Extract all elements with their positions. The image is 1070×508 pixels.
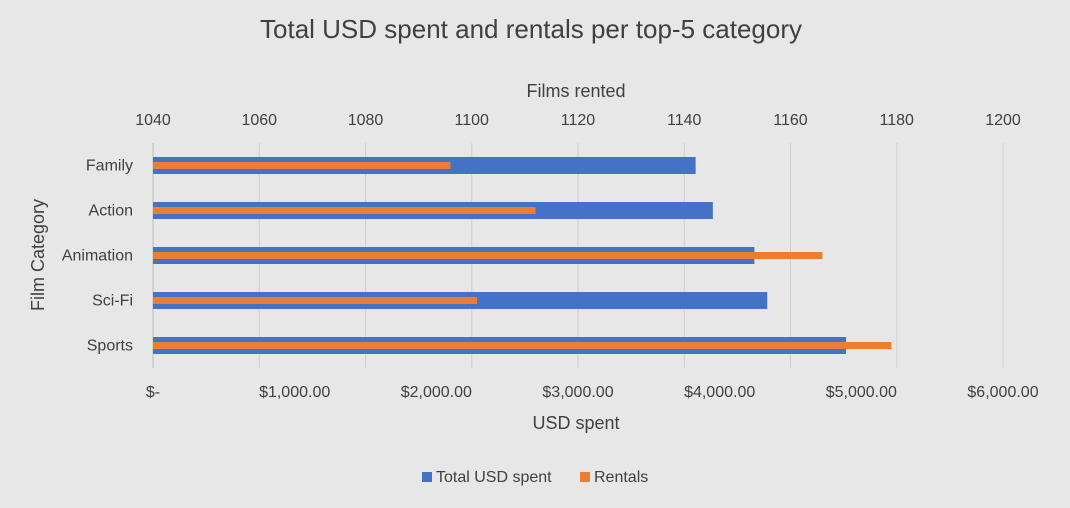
category-label: Sci-Fi [92, 293, 133, 310]
bar-rentals [153, 162, 451, 169]
top-tick-label: 1140 [667, 112, 702, 129]
bars-group [153, 157, 892, 354]
bottom-tick-label: $5,000.00 [826, 384, 897, 401]
top-tick-label: 1120 [561, 112, 596, 129]
y-axis-title: Film Category [28, 199, 48, 311]
bottom-tick-label: $2,000.00 [401, 384, 472, 401]
top-tick-label: 1180 [880, 112, 915, 129]
bottom-axis-title: USD spent [532, 413, 619, 433]
category-label: Sports [87, 338, 133, 355]
legend-swatch [422, 472, 432, 482]
top-axis-title: Films rented [526, 81, 625, 101]
category-label: Family [86, 158, 133, 175]
legend-label: Total USD spent [436, 469, 552, 486]
top-tick-label: 1040 [135, 112, 171, 129]
bottom-tick-label: $- [146, 384, 160, 401]
bar-rentals [153, 297, 478, 304]
bottom-tick-label: $1,000.00 [259, 384, 330, 401]
bar-rentals [153, 342, 892, 349]
top-tick-label: 1080 [348, 112, 384, 129]
top-tick-label: 1100 [455, 112, 490, 129]
top-tick-label: 1200 [985, 112, 1021, 129]
top-tick-label: 1160 [773, 112, 808, 129]
bottom-tick-label: $4,000.00 [684, 384, 755, 401]
legend: Total USD spent Rentals [422, 469, 648, 486]
category-label: Action [89, 203, 133, 220]
bottom-tick-label: $6,000.00 [967, 384, 1038, 401]
category-label: Animation [62, 248, 133, 265]
top-tick-label: 1060 [241, 112, 277, 129]
chart-title: Total USD spent and rentals per top-5 ca… [260, 14, 802, 44]
labels-group: 1040 1060 1080 1100 1120 1140 1160 1180 1200 $- $1… [62, 112, 1039, 401]
bottom-tick-label: $3,000.00 [542, 384, 613, 401]
bar-rentals [153, 252, 823, 259]
legend-swatch [580, 472, 590, 482]
legend-label: Rentals [594, 469, 648, 486]
bar-rentals [153, 207, 536, 214]
